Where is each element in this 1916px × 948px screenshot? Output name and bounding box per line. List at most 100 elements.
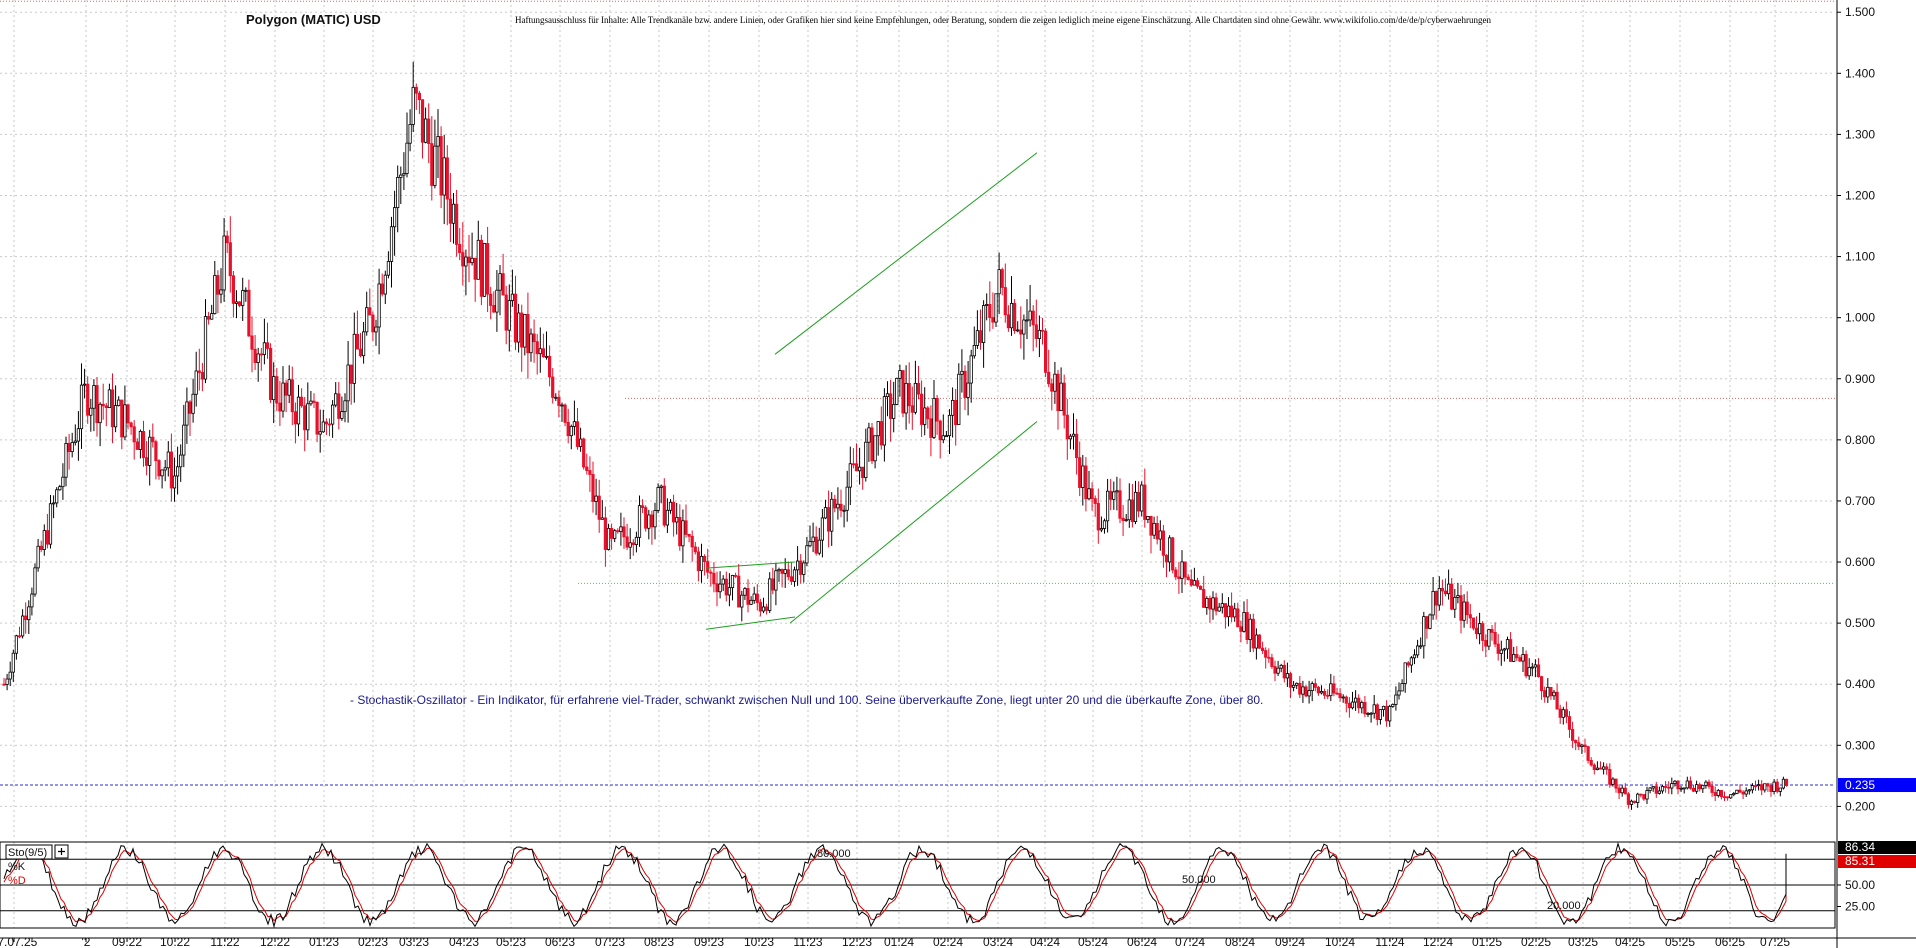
candle-body <box>982 305 986 343</box>
candle-body <box>1732 793 1736 796</box>
candle-body <box>185 401 189 426</box>
candle-body <box>895 377 899 405</box>
candle-body <box>929 418 933 438</box>
candle-body <box>1481 623 1485 641</box>
candle-body <box>1310 683 1314 691</box>
candle-body <box>256 353 260 363</box>
candle-body <box>1273 666 1277 674</box>
x-tick-label: 02:25 <box>1521 935 1551 948</box>
candle-body <box>1760 784 1764 791</box>
candle-body <box>439 136 443 196</box>
candle-body <box>932 398 936 438</box>
candle-body <box>637 505 642 538</box>
candle-body <box>755 593 759 603</box>
candle-body <box>1096 503 1100 531</box>
candle-body <box>517 312 521 343</box>
candle-body <box>882 396 887 446</box>
candle-body <box>1698 784 1702 790</box>
candle-body <box>1307 690 1311 697</box>
candle-body <box>262 342 267 355</box>
candle-body <box>1031 310 1035 326</box>
candle-body <box>396 177 400 209</box>
candle-body <box>17 635 22 638</box>
candle-body <box>144 457 149 466</box>
candle-body <box>169 451 173 489</box>
candle-body <box>423 118 428 143</box>
candle-body <box>1471 617 1475 629</box>
grid-lines <box>0 0 1835 928</box>
candle-body <box>737 575 741 608</box>
candle-body <box>1750 785 1754 791</box>
candle-body <box>296 396 301 425</box>
candle-body <box>1040 329 1045 332</box>
candle-body <box>777 569 781 572</box>
candle-body <box>1078 457 1082 488</box>
candle-body <box>1223 603 1227 618</box>
x-tick-label: 01:23 <box>309 935 339 948</box>
y-tick-label: 0.700 <box>1845 494 1875 508</box>
candle-body <box>613 530 617 539</box>
x-tick-label: 11:22 <box>210 935 239 948</box>
candle-body <box>1267 656 1271 659</box>
chart-title: Polygon (MATIC) USD <box>246 12 381 27</box>
candle-body <box>1360 702 1364 709</box>
candle-body <box>1502 648 1506 651</box>
candle-body <box>1775 781 1779 792</box>
candle-body <box>1357 697 1361 709</box>
candle-body <box>1778 787 1782 792</box>
candle-body <box>978 330 983 343</box>
candle-body <box>721 578 725 585</box>
candle-body <box>365 307 369 333</box>
candle-body <box>1422 616 1426 647</box>
candle-body <box>117 399 121 406</box>
candle-body <box>1437 587 1441 606</box>
candle-body <box>389 226 394 262</box>
candle-body <box>823 507 828 519</box>
candle-body <box>1338 693 1342 699</box>
candle-body <box>941 435 945 441</box>
candle-body <box>315 401 319 435</box>
candle-body <box>510 293 515 301</box>
candle-body <box>120 399 124 438</box>
candle-body <box>988 304 992 319</box>
candle-body <box>501 273 505 296</box>
candle-body <box>1130 499 1134 522</box>
candle-body <box>417 92 422 101</box>
candle-body <box>808 541 812 547</box>
candle-body <box>836 503 840 509</box>
candle-body <box>1784 778 1789 787</box>
x-tick-label: 01:25 <box>1472 935 1502 948</box>
candle-body <box>1270 657 1274 667</box>
candle-body <box>985 304 989 306</box>
candle-body <box>371 314 375 333</box>
candle-body <box>1208 598 1212 610</box>
candle-body <box>1719 790 1723 798</box>
candle-body <box>1013 302 1017 331</box>
candle-body <box>628 542 632 548</box>
candle-body <box>851 463 856 466</box>
candle-body <box>538 348 542 355</box>
y-tick-label: 1.500 <box>1845 5 1875 19</box>
candle-body <box>492 305 496 313</box>
candle-body <box>520 312 524 348</box>
sto-label-box <box>5 844 53 860</box>
candle-body <box>1580 744 1584 747</box>
candle-body <box>799 560 803 575</box>
candle-body <box>321 421 325 433</box>
candle-body <box>95 385 99 424</box>
candle-body <box>70 442 74 452</box>
candle-body <box>746 588 750 605</box>
candle-body <box>606 527 611 550</box>
candle-body <box>213 275 217 314</box>
candle-body <box>237 301 242 306</box>
candle-body <box>923 407 927 425</box>
candle-body <box>76 428 80 442</box>
candle-body <box>402 173 406 176</box>
candle-body <box>172 475 177 489</box>
candle-body <box>284 382 288 396</box>
candle-body <box>8 671 12 680</box>
candle-body <box>858 466 862 472</box>
candle-body <box>1657 790 1661 794</box>
candle-body <box>327 423 332 426</box>
candle-body <box>817 539 821 554</box>
